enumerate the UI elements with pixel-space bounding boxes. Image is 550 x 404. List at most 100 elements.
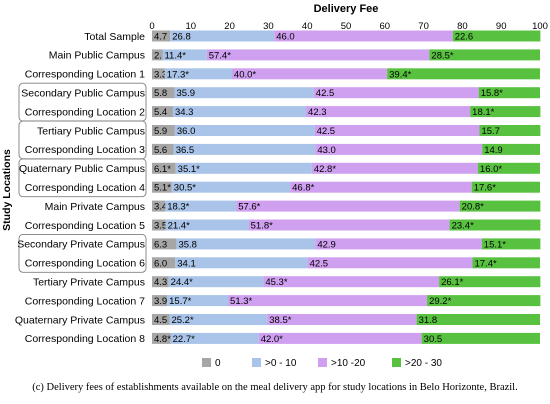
bar-value-label: 15.7* (169, 296, 191, 307)
bar-segment (267, 314, 417, 325)
bar-segment (152, 200, 166, 212)
bar-value-label: 51.8* (251, 221, 273, 232)
bar-value-label: 46.0 (276, 32, 295, 43)
bar-segment (152, 68, 165, 80)
bar-value-label: 15.8* (481, 88, 503, 99)
bar-segment (314, 125, 480, 136)
bar-value-label: 57.6* (238, 202, 260, 213)
legend-swatch (392, 358, 401, 367)
x-tick-label: 50 (341, 21, 352, 32)
bar-value-label: 30.5* (174, 183, 196, 194)
bar-segment (429, 49, 540, 61)
bar-segment (206, 49, 430, 61)
x-tick-label: 10 (186, 21, 197, 32)
group-box (18, 158, 147, 198)
bar-segment (176, 238, 316, 250)
bar-segment (152, 332, 171, 344)
bar-value-label: 39.4* (389, 69, 411, 80)
bar-segment (258, 332, 422, 344)
bar-segment (479, 125, 541, 136)
bar-segment (152, 87, 175, 99)
bar-value-label: 11.4* (164, 50, 186, 61)
bar-value-label: 6.3 (154, 239, 167, 250)
bar-value-label: 57.4* (209, 50, 231, 61)
group-box (18, 233, 147, 273)
bar-value-label: 3.5 (154, 221, 167, 232)
bar-value-label: 51.3* (230, 296, 252, 307)
legend-label: >20 - 30 (405, 358, 442, 369)
bar-segment (311, 162, 478, 174)
bar-segment (174, 125, 315, 136)
bar-value-label: 34.3 (175, 107, 194, 118)
bar-value-label: 35.9 (177, 88, 196, 99)
category-labels: Total Sample Main Public Campus Correspond… (15, 31, 145, 345)
bar-value-label: 22.6 (455, 32, 474, 43)
bar-segment (306, 106, 471, 118)
bar-segment (152, 143, 174, 155)
legend-swatch (202, 358, 211, 367)
bar-segment (427, 295, 541, 307)
bar-value-label: 28.5* (431, 50, 453, 61)
bar-value-label: 42.5 (310, 258, 329, 269)
bar-value-label: 36.0 (177, 126, 196, 137)
bar-segment (152, 49, 163, 61)
bar-segment (167, 295, 229, 307)
bar-value-label: 18.1* (472, 107, 494, 118)
bar-value-label: 5.9 (154, 126, 167, 137)
bar-segment (152, 314, 170, 325)
bar-segment (472, 257, 540, 269)
bar-value-label: 34.1 (177, 258, 196, 269)
category-label: Total Sample (84, 31, 145, 43)
bar-segment (274, 30, 453, 42)
bar-value-label: 35.1* (178, 164, 200, 175)
bar-segment (471, 181, 540, 193)
bar-segment (165, 219, 249, 231)
bar-value-label: 30.5 (424, 334, 443, 345)
figure-caption: (c) Delivery fees of establishments avai… (32, 382, 518, 393)
x-tick-label: 100 (532, 21, 548, 32)
bar-segment (171, 181, 291, 193)
bar-value-label: 22.7* (173, 334, 195, 345)
bar-segment (478, 87, 540, 99)
bar-segment (152, 276, 169, 288)
bar-value-label: 3.9 (154, 296, 167, 307)
bar-segment (170, 332, 259, 344)
legend: 0 >0 - 10 >10 -20 >20 - 30 (202, 358, 442, 369)
bar-segment (421, 332, 540, 344)
bar-value-label: 26.1* (441, 277, 463, 288)
category-label: Tertiary Private Campus (33, 277, 145, 289)
bar-value-label: 17.3* (167, 69, 189, 80)
bar-value-label: 4.5 (154, 315, 167, 326)
bar-value-label: 3.4* (154, 202, 171, 213)
bar-segment (236, 200, 460, 212)
bar-value-label: 4.8* (154, 334, 171, 345)
chart-title: Delivery Fee (314, 3, 379, 15)
bar-value-label: 5.1* (154, 183, 171, 194)
category-label: Quaternary Public Campus (19, 163, 145, 175)
bar-value-label: 42.8* (314, 164, 336, 175)
bar-segment (387, 68, 540, 80)
bar-segment (481, 238, 541, 250)
legend-label: >0 - 10 (265, 358, 297, 369)
bar-value-label: 6.1* (154, 164, 171, 175)
legend-label: >10 -20 (331, 358, 366, 369)
bar-value-label: 15.1* (484, 239, 506, 250)
x-tick-label: 0 (149, 21, 154, 32)
bar-value-label: 16.0* (480, 164, 502, 175)
stacked-bar-chart: Delivery Fee 0 10 20 30 40 50 60 70 80 90 100 4.7 2… (1, 3, 548, 369)
bar-segment (173, 143, 316, 155)
group-boxes (18, 82, 147, 273)
bar-segment (164, 68, 232, 80)
bar-value-label: 6.0 (154, 258, 167, 269)
bar-segment (307, 257, 473, 269)
bar-segment (168, 276, 264, 288)
bar-value-label: 5.8 (154, 88, 167, 99)
legend-label: 0 (215, 358, 221, 369)
category-label: Tertiary Public Campus (37, 125, 145, 137)
y-axis-label: Study Locations (1, 149, 13, 231)
bar-segment (152, 295, 168, 307)
bar-segment (228, 295, 428, 307)
bar-segment (165, 200, 237, 212)
bar-value-label: 20.8* (462, 202, 484, 213)
bar-segment (174, 87, 314, 99)
